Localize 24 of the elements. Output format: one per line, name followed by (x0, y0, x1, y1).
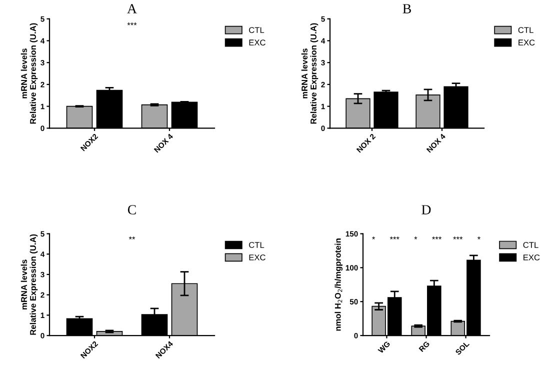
y-axis-title: mRNA levels Relative Expression (U.A) (20, 234, 38, 335)
y-axis-title: mRNA levels Relative Expression (U.A) (301, 23, 318, 124)
annotation: * (372, 236, 376, 240)
annotation: * (414, 236, 418, 240)
annotation: *** (453, 236, 463, 240)
annotation: * (477, 236, 480, 240)
legend-label: EXC (524, 254, 540, 260)
chart-title: A (127, 4, 137, 14)
y-axis-title: mRNA levels Relative Expression (U.A) (20, 23, 38, 124)
legend-label: CTL (249, 27, 264, 34)
legend-label: CTL (249, 242, 264, 248)
annotation: *** (127, 22, 137, 26)
chart-title: B (402, 4, 411, 14)
annotation: *** (432, 236, 442, 240)
annotation: ** (128, 236, 136, 240)
annotation: *** (390, 236, 400, 240)
legend-label: CTL (518, 27, 534, 34)
chart-title: D (422, 205, 431, 214)
chart-title: C (128, 205, 136, 214)
legend-label: CTL (523, 242, 538, 248)
legend-label: EXC (249, 40, 266, 46)
y-axis-title: nmol H$_{2}$O$_{2}$/h/mgprotein (334, 238, 343, 331)
legend-label: EXC (249, 254, 266, 260)
legend-label: EXC (518, 40, 535, 46)
